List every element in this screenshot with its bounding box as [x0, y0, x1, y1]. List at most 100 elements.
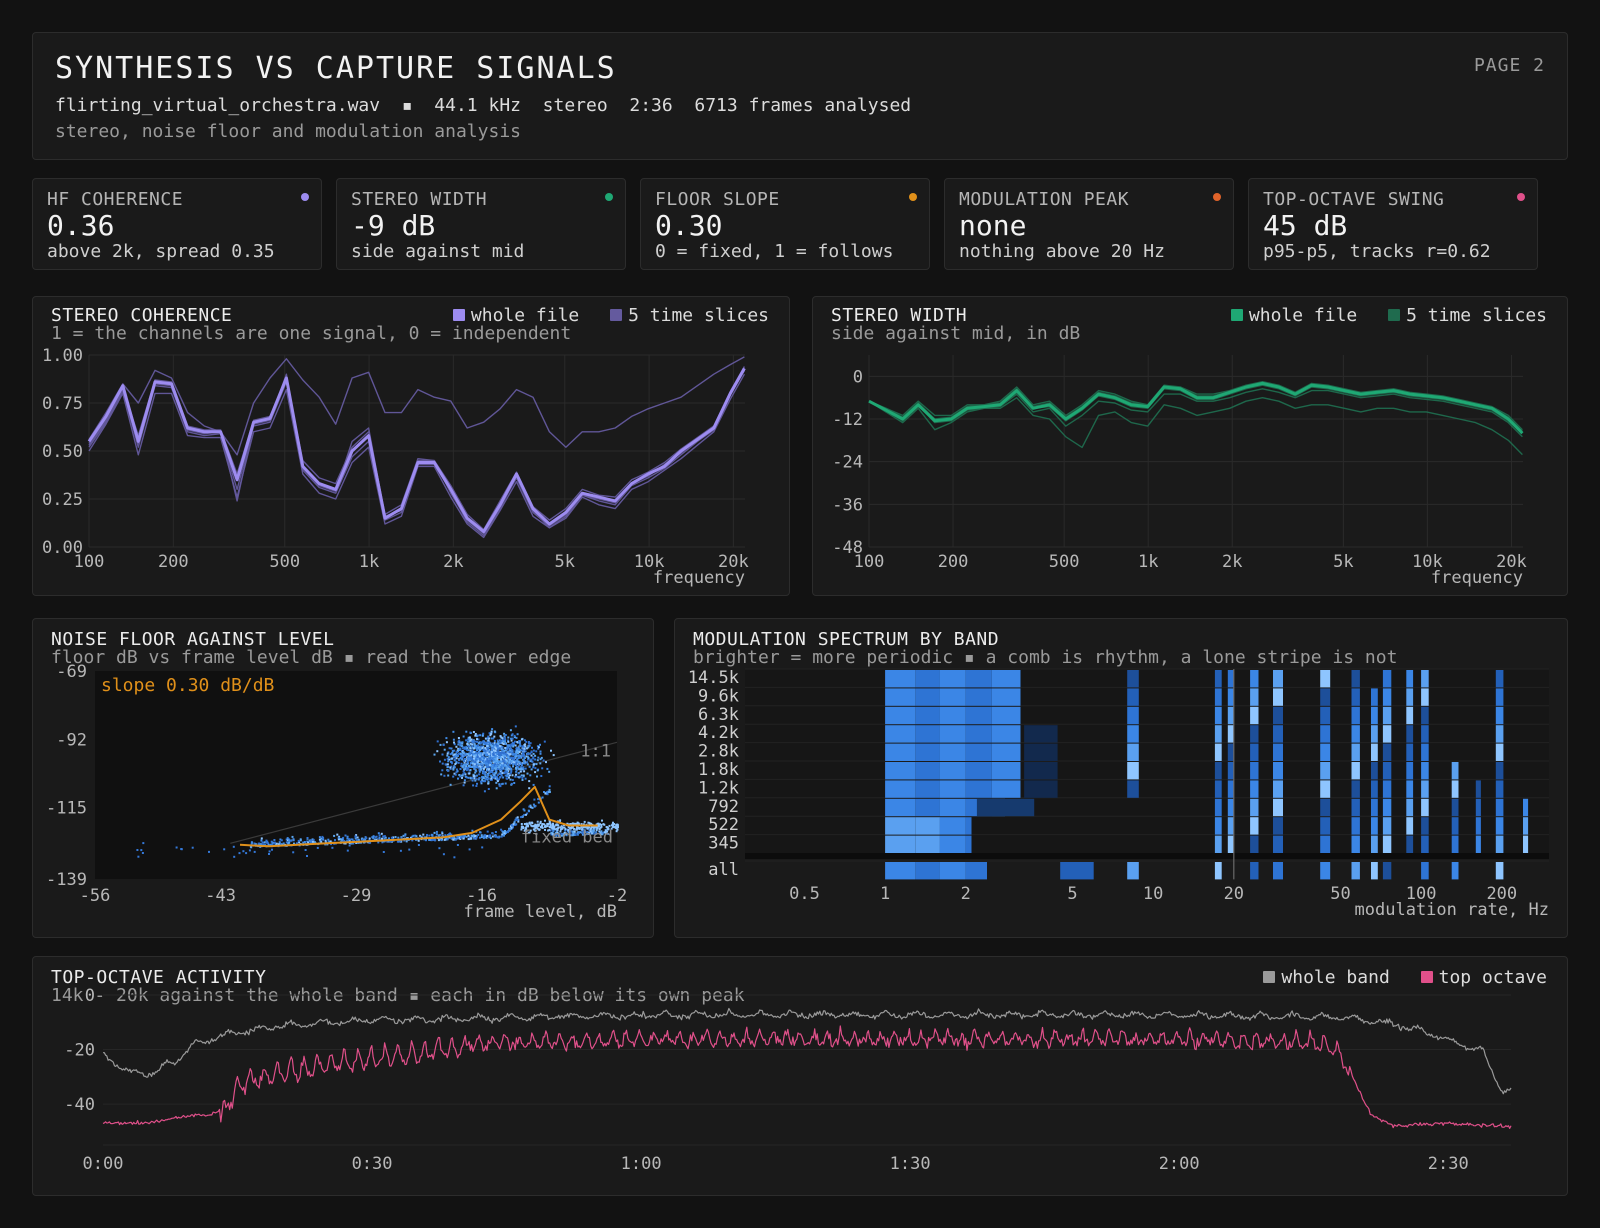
scatter-point: [466, 768, 469, 771]
scatter-point: [493, 752, 496, 755]
scatter-point: [475, 770, 478, 773]
scatter-point: [458, 759, 461, 762]
scatter-point: [540, 824, 543, 827]
scatter-point: [522, 759, 525, 761]
scatter-point: [501, 764, 504, 766]
scatter-point: [469, 739, 472, 742]
heatmap-cell: [915, 762, 940, 780]
heatmap-cell: [1371, 835, 1378, 853]
stat-label: TOP-OCTAVE SWING: [1263, 189, 1445, 210]
scatter-point: [390, 836, 393, 839]
scatter-point: [450, 765, 453, 768]
scatter-point: [465, 776, 468, 779]
scatter-point: [282, 842, 285, 845]
scatter-point: [466, 753, 469, 755]
legend-item: 5 time slices: [610, 305, 769, 326]
scatter-point: [467, 762, 470, 765]
scatter-point: [465, 730, 468, 733]
scatter-point: [505, 768, 508, 771]
scatter-point: [348, 844, 351, 847]
scatter-point: [512, 753, 514, 756]
heatmap-cell: [1351, 725, 1360, 743]
scatter-point: [307, 841, 310, 844]
scatter-point: [288, 839, 291, 842]
scatter-point: [489, 764, 491, 767]
status-dot-icon: [909, 193, 917, 201]
scatter-point: [471, 829, 474, 832]
scatter-point: [523, 823, 526, 825]
scatter-point: [529, 804, 532, 807]
scatter-point: [528, 810, 530, 813]
scatter-point: [489, 757, 492, 760]
scatter-point: [482, 769, 485, 771]
scatter-point: [576, 833, 579, 836]
scatter-point: [268, 850, 271, 853]
scatter-point: [456, 770, 459, 773]
status-dot-icon: [301, 193, 309, 201]
scatter-point: [507, 758, 510, 761]
heatmap-cell: [1495, 798, 1504, 817]
scatter-point: [575, 828, 578, 831]
scatter-point: [513, 759, 516, 762]
scatter-point: [485, 750, 488, 753]
heatmap-cell: [1320, 780, 1331, 798]
heatmap-cell: [1320, 743, 1331, 761]
scatter-point: [443, 758, 446, 761]
scatter-point: [441, 832, 444, 835]
y-tick-label: -12: [832, 410, 863, 430]
heatmap-cell: [939, 862, 966, 880]
scatter-point: [556, 831, 559, 834]
scatter-point: [527, 746, 530, 749]
scatter-point: [537, 746, 540, 749]
heatmap-cell: [1351, 798, 1360, 817]
heatmap-background: [745, 669, 1549, 857]
scatter-point: [515, 751, 518, 754]
scatter-point: [455, 762, 458, 765]
scatter-point: [481, 745, 484, 748]
scatter-point: [473, 837, 476, 840]
scatter-point: [522, 752, 525, 755]
scatter-point: [574, 833, 577, 836]
scatter-point: [528, 831, 531, 834]
scatter-point: [238, 852, 241, 855]
y-tick-label: -92: [56, 730, 87, 750]
scatter-point: [487, 782, 490, 785]
scatter-point: [499, 750, 502, 753]
scatter-point: [550, 833, 553, 836]
scatter-point: [515, 773, 517, 776]
scatter-point: [464, 766, 467, 769]
scatter-point: [598, 828, 601, 830]
legend-item: whole file: [1230, 305, 1357, 326]
scatter-point: [580, 828, 583, 831]
scatter-point: [515, 769, 518, 772]
x-tick-label: 10k: [634, 552, 665, 572]
scatter-point: [459, 837, 462, 839]
heatmap-cell: [1523, 817, 1529, 835]
scatter-point: [533, 825, 536, 828]
scatter-point: [343, 839, 345, 842]
scatter-point: [437, 835, 440, 838]
scatter-point: [355, 839, 358, 842]
scatter-point: [472, 752, 475, 755]
scatter-point: [499, 756, 502, 759]
heatmap-cell: [1227, 670, 1234, 688]
scatter-point: [292, 839, 295, 842]
heatmap-cell: [1451, 780, 1459, 798]
scatter-point: [548, 826, 551, 829]
scatter-point: [526, 772, 529, 775]
scatter-point: [446, 752, 449, 755]
scatter-point: [504, 774, 507, 777]
scatter-point: [473, 777, 476, 780]
scatter-point: [466, 746, 469, 749]
scatter-point: [449, 760, 452, 763]
scatter-point: [572, 832, 575, 835]
scatter-point: [439, 743, 442, 746]
scatter-point: [459, 775, 462, 778]
legend-item: whole file: [452, 305, 579, 326]
scatter-point: [426, 834, 428, 836]
scatter-point: [415, 835, 418, 838]
scatter-point: [445, 737, 448, 740]
scatter-point: [487, 834, 490, 837]
scatter-point: [399, 840, 402, 842]
scatter-point: [461, 836, 464, 839]
